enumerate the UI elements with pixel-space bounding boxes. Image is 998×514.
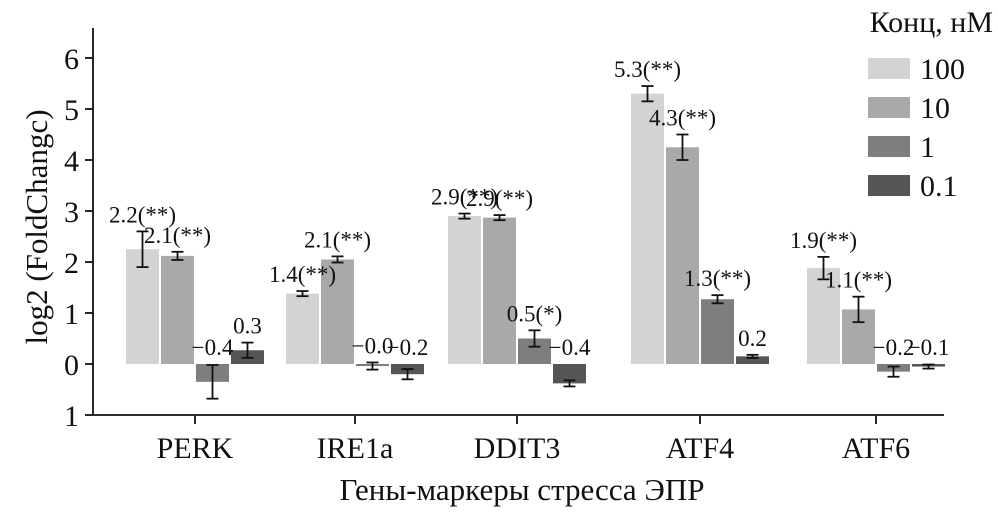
y-axis-title: log2 (FoldChangc)	[19, 109, 54, 344]
bar-value-label: 1.3(**)	[684, 266, 751, 291]
legend-swatch	[868, 97, 910, 118]
bar-value-label: 2.9(**)	[431, 185, 498, 210]
legend-swatch	[868, 58, 910, 79]
legend-label: 1	[920, 131, 935, 164]
x-tick-label: IRE1a	[317, 432, 394, 465]
y-tick-label: 0	[64, 349, 79, 382]
bar-value-label: 2.1(**)	[304, 227, 371, 252]
x-tick-label: ATF6	[842, 432, 910, 465]
bar-value-label: 4.3(**)	[649, 106, 716, 131]
bar-value-label: 1.1(**)	[825, 268, 892, 293]
bar-ddit3-10	[483, 217, 516, 364]
legend-label: 100	[920, 53, 965, 86]
bar-value-label: 1.4(**)	[269, 262, 336, 287]
x-tick-label: DDIT3	[474, 432, 561, 465]
y-tick-label: 2	[64, 247, 79, 280]
bar-value-label: 2.1(**)	[144, 223, 211, 248]
y-tick-label: 4	[64, 145, 79, 178]
bar-value-label: −0.2	[387, 335, 429, 360]
bar-value-label: 2.9(**)	[466, 186, 533, 211]
legend: 100 10 1 0.1	[868, 53, 965, 203]
legend-label: 0.1	[920, 170, 958, 203]
bar-ddit3-0.1	[553, 364, 586, 384]
y-tick-label: 1	[64, 298, 79, 331]
legend-title: Конц, нМ	[870, 6, 993, 39]
bar-value-label: 0.5(*)	[507, 301, 563, 326]
bar-ire1a-100	[286, 293, 319, 364]
legend-swatch	[868, 136, 910, 157]
bar-value-label: −0.4	[192, 335, 234, 360]
y-tick-label: 5	[64, 94, 79, 127]
bar-value-label: −0.2	[873, 335, 915, 360]
bar-atf4-1	[701, 299, 734, 364]
x-axis-title: Гены-маркеры стресса ЭПР	[339, 472, 704, 507]
bar-value-label: 1.9(**)	[790, 228, 857, 253]
x-tick-label: ATF4	[666, 432, 734, 465]
legend-label: 10	[920, 92, 950, 125]
bar-labels-layer: 2.2(**)2.1(**)−0.40.31.4(**)2.1(**)−0.0−…	[109, 57, 949, 360]
bar-atf6-100	[807, 268, 840, 364]
bars-layer	[126, 85, 945, 400]
bar-value-label: 2.2(**)	[109, 202, 176, 227]
axes-layer: PERK IRE1a DDIT3 ATF4 ATF6 1 0 1 2 3 4 5 6	[64, 28, 944, 465]
bar-value-label: −0.1	[908, 335, 950, 360]
bar-perk-10	[161, 255, 194, 364]
x-tick-label: PERK	[157, 432, 234, 465]
bar-value-label: 0.3	[233, 314, 262, 339]
bar-atf4-100	[631, 93, 664, 364]
bar-ddit3-100	[448, 216, 481, 364]
bar-value-label: 5.3(**)	[614, 57, 681, 82]
y-tick-label: 6	[64, 43, 79, 76]
bar-perk-100	[126, 249, 159, 364]
bar-ire1a-10	[321, 259, 354, 364]
y-tick-label: 3	[64, 196, 79, 229]
bar-value-label: −0.4	[549, 335, 591, 360]
legend-swatch	[868, 175, 910, 196]
y-tick-label: 1	[64, 400, 79, 433]
bar-value-label: −0.0	[352, 333, 394, 358]
bar-atf4-10	[666, 147, 699, 364]
bar-value-label: 0.2	[738, 326, 767, 351]
bar-atf4-0.1	[736, 356, 769, 364]
